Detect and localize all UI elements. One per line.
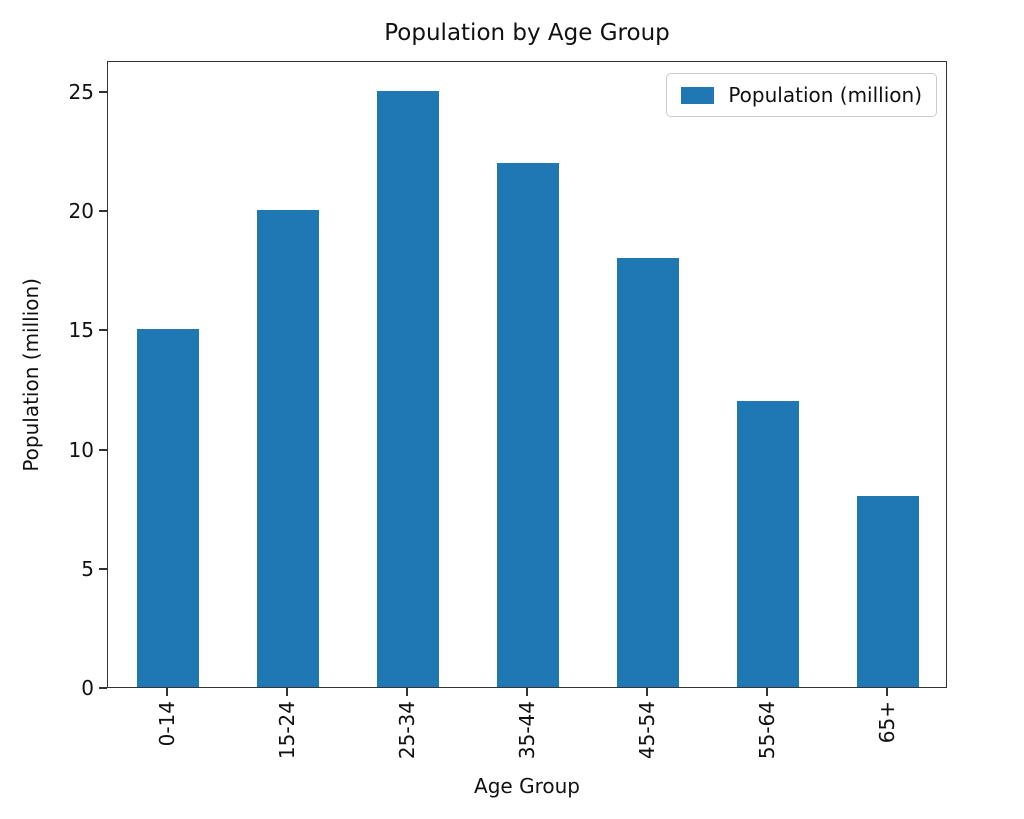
y-axis-label: Population (million) [19,277,43,472]
y-tick-label-10: 10 [68,437,94,462]
x-tick-mark [646,688,648,696]
x-tick-label-15-24: 15-24 [275,701,299,760]
legend-label: Population (million) [728,83,922,107]
x-tick-label-45-54: 45-54 [635,701,659,760]
y-tick-mark [99,329,107,332]
x-tick-label-65+: 65+ [875,701,899,744]
y-tick-label-20: 20 [68,199,94,224]
x-tick-label-25-34: 25-34 [395,701,419,760]
plot-area: Population (million) [107,61,947,688]
x-axis-label: Age Group [474,774,580,798]
x-tick-label-0-14: 0-14 [155,701,179,747]
y-tick-mark [99,687,107,689]
x-tick-mark [766,688,768,696]
y-tick-mark [99,210,107,213]
bar-55-64 [737,401,799,687]
y-tick-label-15: 15 [68,318,94,343]
y-tick-mark [99,567,107,570]
bar-35-44 [497,163,559,687]
y-tick-label-0: 0 [81,676,94,700]
legend-swatch-icon [681,86,715,104]
bar-15-24 [257,210,319,687]
x-tick-mark [166,688,168,696]
y-axis-label-wrap: Population (million) [14,61,48,688]
y-tick-label-25: 25 [68,79,94,104]
x-tick-label-35-44: 35-44 [515,701,539,760]
x-tick-mark [286,688,288,696]
x-tick-mark [886,688,888,696]
y-tick-mark [99,448,107,451]
x-tick-mark [406,688,408,696]
bar-65+ [857,496,919,687]
bar-0-14 [137,329,199,687]
legend: Population (million) [666,73,937,117]
bar-25-34 [377,91,439,687]
x-tick-label-55-64: 55-64 [755,701,779,760]
x-tick-mark [526,688,528,696]
chart-title: Population by Age Group [384,20,670,46]
y-tick-mark [99,90,107,93]
bar-45-54 [617,258,679,687]
y-tick-label-5: 5 [81,556,94,581]
